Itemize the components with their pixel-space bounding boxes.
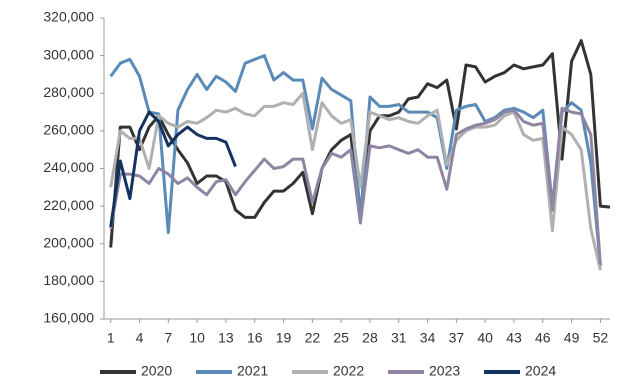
x-tick-label: 7 bbox=[164, 330, 172, 346]
y-tick-label: 260,000 bbox=[43, 122, 94, 138]
x-tick-label: 40 bbox=[477, 330, 493, 346]
legend-label: 2024 bbox=[525, 363, 556, 379]
legend-label: 2022 bbox=[333, 363, 364, 379]
x-tick-label: 52 bbox=[593, 330, 609, 346]
series-line bbox=[109, 91, 602, 271]
x-tick-label: 10 bbox=[189, 330, 205, 346]
x-tick-label: 34 bbox=[420, 330, 436, 346]
x-tick-label: 43 bbox=[506, 330, 522, 346]
x-tick-label: 19 bbox=[276, 330, 292, 346]
y-tick-label: 220,000 bbox=[43, 197, 94, 213]
legend-label: 2023 bbox=[429, 363, 460, 379]
x-tick-label: 28 bbox=[362, 330, 378, 346]
y-tick-label: 300,000 bbox=[43, 46, 94, 62]
x-tick-label: 31 bbox=[391, 330, 407, 346]
legend-label: 2021 bbox=[237, 363, 268, 379]
series-line bbox=[109, 106, 602, 265]
x-tick-label: 49 bbox=[564, 330, 580, 346]
x-tick-label: 46 bbox=[535, 330, 551, 346]
y-tick-label: 180,000 bbox=[43, 272, 94, 288]
series-line bbox=[109, 110, 237, 228]
y-tick-label: 240,000 bbox=[43, 159, 94, 175]
x-tick-label: 16 bbox=[247, 330, 263, 346]
x-tick-label: 25 bbox=[333, 330, 349, 346]
x-tick-label: 37 bbox=[449, 330, 465, 346]
y-tick-label: 320,000 bbox=[43, 9, 94, 25]
y-tick-label: 280,000 bbox=[43, 84, 94, 100]
x-tick-label: 22 bbox=[305, 330, 321, 346]
x-tick-label: 4 bbox=[136, 330, 144, 346]
x-tick-label: 13 bbox=[218, 330, 234, 346]
legend-label: 2020 bbox=[141, 363, 172, 379]
y-tick-label: 200,000 bbox=[43, 234, 94, 250]
x-tick-label: 1 bbox=[107, 330, 115, 346]
y-tick-label: 160,000 bbox=[43, 310, 94, 326]
